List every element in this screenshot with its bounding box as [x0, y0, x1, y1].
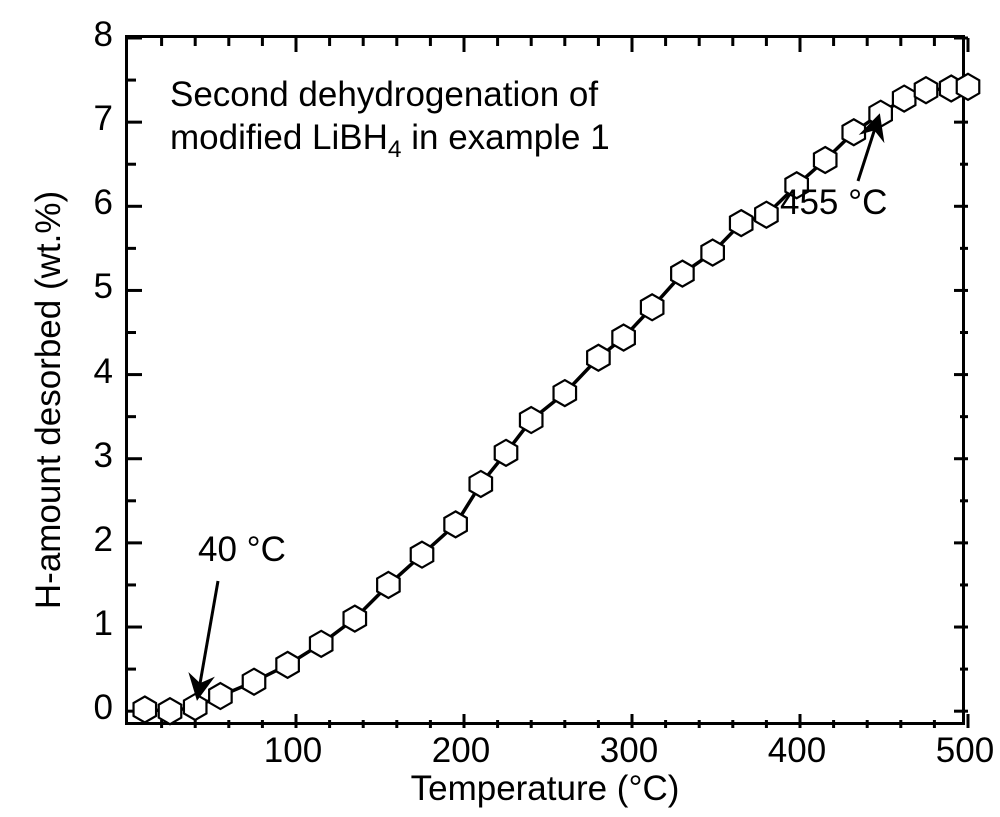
data-marker: [243, 669, 266, 695]
data-marker: [671, 261, 694, 287]
data-marker: [641, 294, 664, 320]
data-marker: [843, 119, 866, 145]
chart-title-line2: modified LiBH4 in example 1: [170, 118, 610, 164]
data-marker: [814, 147, 837, 173]
x-tick-label: 100: [264, 731, 322, 771]
chart-title-line1: Second dehydrogenation of: [170, 75, 598, 115]
annotation-40c: 40 °C: [198, 530, 286, 570]
annotation-455c: 455 °C: [780, 183, 887, 223]
data-marker: [276, 652, 299, 678]
data-marker: [915, 77, 938, 103]
data-marker: [893, 86, 916, 112]
x-tick-label: 400: [768, 731, 826, 771]
y-tick-label: 5: [94, 267, 113, 307]
y-tick-label: 7: [94, 99, 113, 139]
data-marker: [411, 542, 434, 568]
data-marker: [554, 380, 577, 406]
x-tick-label: 300: [600, 731, 658, 771]
data-marker: [377, 572, 400, 598]
data-marker: [134, 696, 157, 722]
title-line2-prefix: modified LiBH: [170, 118, 388, 157]
x-axis-label: Temperature (°C): [411, 769, 680, 809]
data-marker: [344, 606, 367, 632]
data-marker: [730, 210, 753, 236]
data-marker: [612, 325, 635, 351]
data-marker: [470, 471, 493, 497]
data-marker: [869, 101, 892, 127]
data-marker: [957, 74, 980, 100]
data-marker: [209, 683, 232, 709]
data-marker: [495, 440, 518, 466]
data-marker: [587, 345, 610, 371]
data-marker: [444, 511, 467, 537]
data-marker: [701, 240, 724, 266]
data-marker: [310, 631, 333, 657]
x-tick-label: 200: [432, 731, 490, 771]
y-tick-label: 1: [94, 604, 113, 644]
annotation-arrow: [198, 581, 218, 695]
y-tick-label: 6: [94, 183, 113, 223]
data-marker: [755, 202, 778, 228]
title-line2-suffix: in example 1: [402, 118, 610, 157]
title-line2-sub: 4: [388, 136, 402, 163]
data-marker: [184, 694, 207, 720]
y-tick-label: 2: [94, 520, 113, 560]
y-axis-label: H-amount desorbed (wt.%): [29, 191, 69, 609]
data-marker: [520, 407, 543, 433]
x-tick-label: 500: [936, 731, 994, 771]
y-tick-label: 3: [94, 436, 113, 476]
figure: 100 200 300 400 500 0 1 2 3 4 5 6 7 8 Temperature (°…: [0, 0, 1000, 817]
data-marker: [159, 698, 182, 724]
y-tick-label: 0: [94, 688, 113, 728]
y-tick-label: 8: [94, 15, 113, 55]
y-tick-label: 4: [94, 352, 113, 392]
